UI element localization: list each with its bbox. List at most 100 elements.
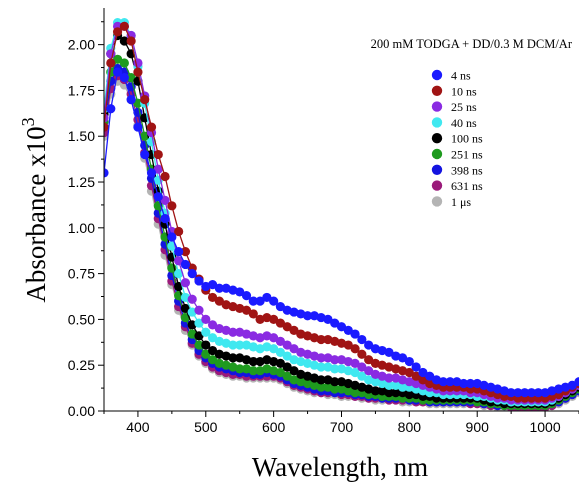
data-point xyxy=(248,296,258,306)
data-point xyxy=(404,356,414,367)
y-axis-label-main: Absorbance x10 xyxy=(21,126,51,302)
data-point xyxy=(269,344,279,354)
data-point xyxy=(140,131,150,141)
data-point xyxy=(282,362,292,372)
data-point xyxy=(282,340,292,350)
data-point xyxy=(180,278,191,288)
data-point xyxy=(316,334,326,345)
y-tick-label: 0.00 xyxy=(68,403,95,419)
data-point xyxy=(174,269,184,279)
data-point xyxy=(506,388,516,398)
data-point xyxy=(112,54,123,64)
data-point xyxy=(330,355,340,365)
data-point xyxy=(167,201,177,211)
data-point xyxy=(194,331,204,341)
data-point xyxy=(119,73,129,83)
data-point xyxy=(316,382,326,392)
data-point xyxy=(248,366,258,376)
data-point xyxy=(445,377,455,387)
x-tick-label: 400 xyxy=(126,419,150,435)
legend-label: 10 ns xyxy=(451,84,477,98)
data-point xyxy=(201,340,211,350)
data-point xyxy=(194,340,204,350)
data-point xyxy=(174,226,184,237)
data-point xyxy=(282,322,292,332)
data-point xyxy=(533,388,543,398)
data-point xyxy=(235,340,245,350)
legend-label: 631 ns xyxy=(451,179,483,193)
legend-marker xyxy=(431,85,443,97)
x-tick-label: 800 xyxy=(398,419,422,435)
data-point xyxy=(119,58,129,68)
data-point xyxy=(513,388,523,398)
data-point xyxy=(269,333,279,343)
legend-marker xyxy=(431,164,443,175)
data-point xyxy=(289,325,299,335)
data-point xyxy=(323,314,333,325)
data-point xyxy=(160,195,170,205)
data-point xyxy=(126,36,136,46)
data-point xyxy=(228,327,238,337)
data-point xyxy=(146,122,157,132)
data-point xyxy=(153,192,163,202)
data-point xyxy=(112,27,123,37)
x-tick-label: 500 xyxy=(194,419,218,435)
data-point xyxy=(194,305,204,315)
data-point xyxy=(207,292,218,303)
legend-label: 4 ns xyxy=(451,69,471,83)
data-point xyxy=(364,355,374,365)
series-40-ns xyxy=(104,18,579,407)
data-point xyxy=(187,294,197,304)
data-point xyxy=(174,247,184,257)
data-point xyxy=(201,327,211,337)
data-point xyxy=(330,384,340,394)
data-point xyxy=(370,386,381,396)
data-point xyxy=(357,334,367,345)
data-point xyxy=(112,67,123,77)
data-point xyxy=(411,362,421,372)
data-point xyxy=(214,283,224,293)
y-axis-label: Absorbance x103 xyxy=(18,117,51,302)
data-point xyxy=(119,21,129,31)
data-point xyxy=(194,318,204,328)
data-point xyxy=(106,104,116,114)
data-point xyxy=(241,305,252,315)
data-point xyxy=(567,380,577,390)
data-point xyxy=(391,388,401,398)
data-point xyxy=(160,171,170,182)
legend-marker xyxy=(431,133,443,144)
data-point xyxy=(275,336,286,346)
chart-title: 200 mM TODGA + DD/0.3 M DCM/Ar xyxy=(371,37,573,51)
data-point xyxy=(248,309,258,319)
x-tick-label: 700 xyxy=(330,419,354,435)
data-point xyxy=(187,269,197,279)
data-point xyxy=(207,345,218,356)
data-point xyxy=(343,325,353,335)
data-point xyxy=(140,149,150,160)
data-point xyxy=(201,314,211,325)
y-axis-ticks: 0.00 0.25 0.50 0.75 1.00 1.25 1.50 1.75 2.00 xyxy=(68,21,104,419)
data-point xyxy=(269,314,279,325)
data-point xyxy=(104,168,109,178)
data-point xyxy=(404,389,414,400)
data-point xyxy=(119,36,129,46)
series-4-ns xyxy=(104,67,579,398)
data-point xyxy=(140,94,150,105)
legend-label: 1 μs xyxy=(451,195,471,209)
x-axis-label: Wavelength, nm xyxy=(252,452,428,482)
data-point xyxy=(397,353,408,363)
data-point xyxy=(228,340,238,350)
data-point xyxy=(235,364,245,374)
x-tick-label: 900 xyxy=(466,419,490,435)
legend-label: 398 ns xyxy=(451,163,483,177)
data-point xyxy=(465,378,476,389)
data-point xyxy=(133,98,143,108)
data-point xyxy=(330,364,340,374)
data-point xyxy=(336,322,347,332)
data-point xyxy=(384,373,394,383)
y-tick-label: 1.75 xyxy=(68,82,95,98)
data-point xyxy=(459,378,469,389)
data-point xyxy=(404,367,414,378)
data-point xyxy=(104,122,109,132)
